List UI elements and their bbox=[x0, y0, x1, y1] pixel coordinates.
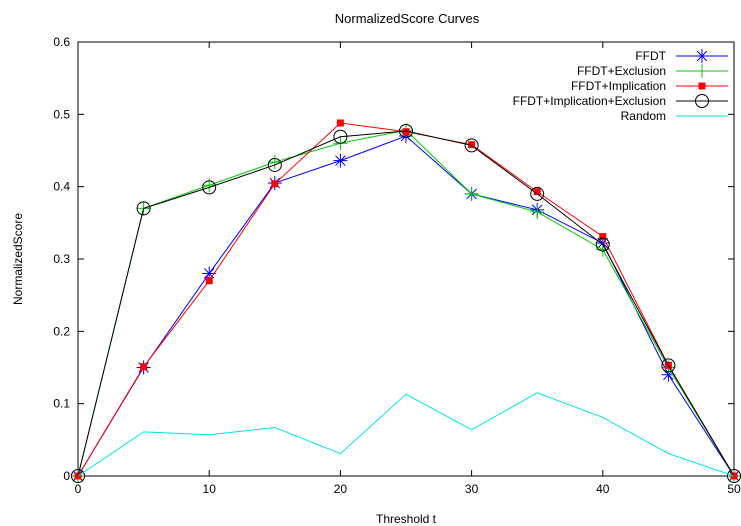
x-tick-label: 10 bbox=[203, 482, 217, 496]
legend-marker bbox=[695, 94, 709, 108]
data-point bbox=[205, 277, 213, 285]
legend: FFDTFFDT+ExclusionFFDT+ImplicationFFDT+I… bbox=[513, 49, 728, 123]
data-point bbox=[267, 157, 282, 172]
series-layer bbox=[71, 119, 741, 483]
legend-label: Random bbox=[621, 109, 666, 123]
series-line-3 bbox=[77, 130, 735, 477]
x-tick-label: 50 bbox=[727, 482, 741, 496]
data-point bbox=[530, 204, 545, 219]
data-point bbox=[336, 119, 344, 127]
series-line-2 bbox=[77, 122, 735, 477]
series-line-1 bbox=[77, 129, 735, 477]
legend-label: FFDT+Exclusion bbox=[577, 64, 666, 78]
y-tick-label: 0.2 bbox=[53, 324, 70, 338]
x-tick-label: 20 bbox=[334, 482, 348, 496]
data-point bbox=[402, 128, 410, 136]
data-point bbox=[267, 155, 282, 170]
data-point bbox=[333, 129, 348, 144]
data-point bbox=[202, 180, 217, 195]
x-tick-label: 30 bbox=[465, 482, 479, 496]
data-point bbox=[599, 233, 607, 241]
legend-label: FFDT+Implication+Exclusion bbox=[513, 94, 666, 108]
legend-label: FFDT+Implication bbox=[571, 79, 666, 93]
y-tick-label: 0 bbox=[63, 469, 70, 483]
data-point bbox=[399, 123, 413, 138]
legend-marker bbox=[698, 82, 706, 90]
data-point bbox=[468, 141, 476, 149]
legend-marker bbox=[695, 64, 709, 78]
y-tick-label: 0.3 bbox=[53, 252, 70, 266]
y-tick-label: 0.4 bbox=[53, 180, 70, 194]
x-tick-label: 0 bbox=[75, 482, 82, 496]
x-axis-label: Threshold t bbox=[376, 512, 437, 526]
data-point bbox=[271, 180, 279, 188]
data-point bbox=[464, 186, 479, 201]
data-point bbox=[595, 237, 610, 252]
legend-marker bbox=[695, 49, 709, 63]
legend-label: FFDT bbox=[635, 49, 666, 63]
series-line-4 bbox=[77, 392, 735, 477]
x-tick-label: 40 bbox=[596, 482, 610, 496]
y-tick-label: 0.6 bbox=[53, 35, 70, 49]
chart-title: NormalizedScore Curves bbox=[335, 11, 480, 26]
data-point bbox=[333, 153, 348, 168]
y-tick-label: 0.1 bbox=[53, 397, 70, 411]
data-point bbox=[136, 201, 151, 216]
data-point bbox=[71, 469, 85, 483]
data-point bbox=[464, 138, 479, 153]
data-point bbox=[140, 363, 148, 371]
series-line-0 bbox=[77, 135, 735, 477]
data-point bbox=[530, 186, 545, 201]
y-axis-label: NormalizedScore bbox=[11, 213, 25, 305]
y-tick-label: 0.5 bbox=[53, 107, 70, 121]
data-point bbox=[661, 358, 676, 373]
data-point bbox=[533, 188, 541, 196]
